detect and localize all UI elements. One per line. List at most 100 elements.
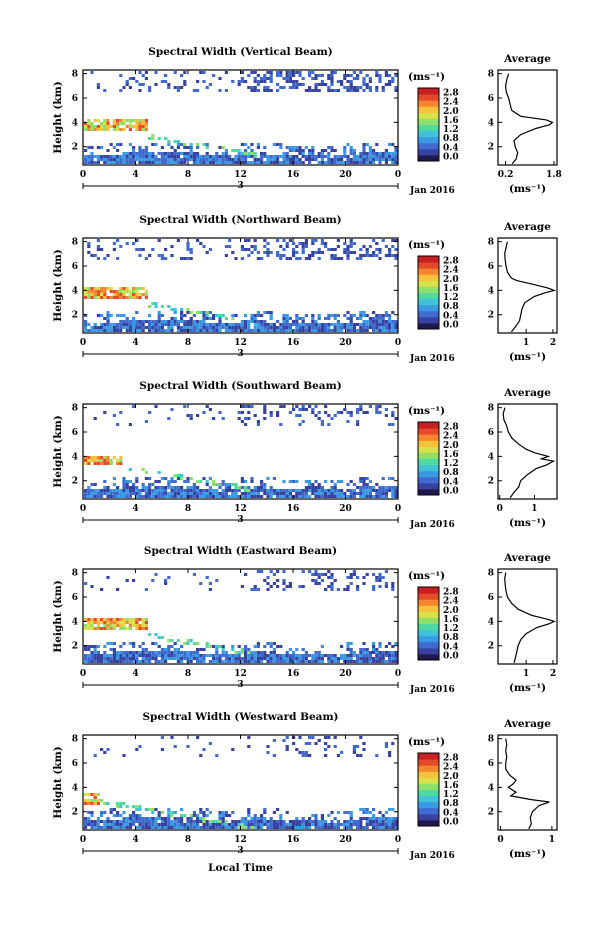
heatmap-cell [311,736,315,739]
heatmap-cell [378,651,382,654]
heatmap-cell [112,823,116,826]
heatmap-cell [87,621,91,624]
heatmap-cell [109,618,113,621]
colorbar-swatch [418,422,439,429]
heatmap-cell [250,492,254,495]
heatmap-cell [356,826,360,829]
heatmap-cell [122,287,126,290]
heatmap-cell [224,823,228,826]
colorbar-tick-label: 2.0 [443,441,459,451]
heatmap-cell [276,585,280,588]
heatmap-cell [231,314,235,317]
heatmap-cell [173,161,177,164]
heatmap-cell [167,811,171,814]
heatmap-cell [154,642,158,645]
heatmap-cell [119,456,123,459]
heatmap-cell [132,149,136,152]
heatmap-cell [122,811,126,814]
heatmap-cell [106,296,110,299]
heatmap-cell [301,495,305,498]
heatmap-cell [186,651,190,654]
heatmap-cell [295,86,299,89]
heatmap-cell [295,323,299,326]
heatmap-cell [384,323,388,326]
heatmap-cell [148,820,152,823]
heatmap-cell [308,820,312,823]
heatmap-cell [391,414,395,417]
heatmap-cell [148,654,152,657]
heatmap-cell [333,660,337,663]
heatmap-cell [221,826,225,829]
heatmap-cell [212,74,216,77]
heatmap-cell [192,326,196,329]
heatmap-cell [311,579,315,582]
heatmap-cell [215,161,219,164]
heatmap-cell [157,645,161,648]
heatmap-cell [349,811,353,814]
heatmap-cell [224,492,228,495]
heatmap-cell [84,660,88,663]
heatmap-cell [336,161,340,164]
heatmap-cell [93,826,97,829]
heatmap-cell [340,645,344,648]
heatmap-cell [87,155,91,158]
heatmap-cell [285,152,289,155]
heatmap-cell [391,742,395,745]
heatmap-cell [330,811,334,814]
heatmap-cell [244,660,248,663]
heatmap-cell [349,495,353,498]
heatmap-cell [340,492,344,495]
heatmap-cell [285,245,289,248]
heatmap-cell [144,651,148,654]
heatmap-cell [317,251,321,254]
heatmap-cell [144,420,148,423]
heatmap-cell [103,296,107,299]
heatmap-cell [311,242,315,245]
heatmap-cell [141,326,145,329]
colorbar-swatch [418,617,439,624]
heatmap-cell [282,329,286,332]
heatmap-cell [282,579,286,582]
heatmap-cell [215,651,219,654]
panel-3: Spectral Width (Eastward Beam)0 4 8 12 16 20 0… [52,545,558,695]
x-tick-label: 20 [339,669,352,679]
heatmap-cell [333,161,337,164]
heatmap-cell [349,323,353,326]
heatmap-cell [100,155,104,158]
heatmap-cell [196,326,200,329]
heatmap-cell [183,158,187,161]
heatmap-cell [154,820,158,823]
heatmap-cell [224,71,228,74]
heatmap-cell [122,618,126,621]
y-tick-label: 2 [72,477,78,487]
heatmap-cell [125,80,129,83]
heatmap-cell [215,823,219,826]
heatmap-cell [122,128,126,131]
heatmap-cell [144,119,148,122]
heatmap-cell [368,245,372,248]
heatmap-cell [384,83,388,86]
heatmap-cell [112,242,116,245]
heatmap-cell [372,152,376,155]
heatmap-cell [212,820,216,823]
heatmap-cell [365,820,369,823]
heatmap-cell [173,480,177,483]
heatmap-cell [388,323,392,326]
heatmap-cell [263,251,267,254]
heatmap-cell [292,320,296,323]
average-x-tick-label: 2 [550,669,556,679]
heatmap-cell [260,570,264,573]
heatmap-cell [93,657,97,660]
heatmap-cell [84,290,88,293]
heatmap-cell [253,323,257,326]
heatmap-cell [138,489,142,492]
heatmap-cell [253,326,257,329]
x-axis-label: Local Time [208,862,273,874]
heatmap-cell [154,817,158,820]
heatmap-cell [276,326,280,329]
heatmap-cell [263,489,267,492]
heatmap-cell [196,657,200,660]
heatmap-cell [128,618,132,621]
heatmap-cell [234,820,238,823]
